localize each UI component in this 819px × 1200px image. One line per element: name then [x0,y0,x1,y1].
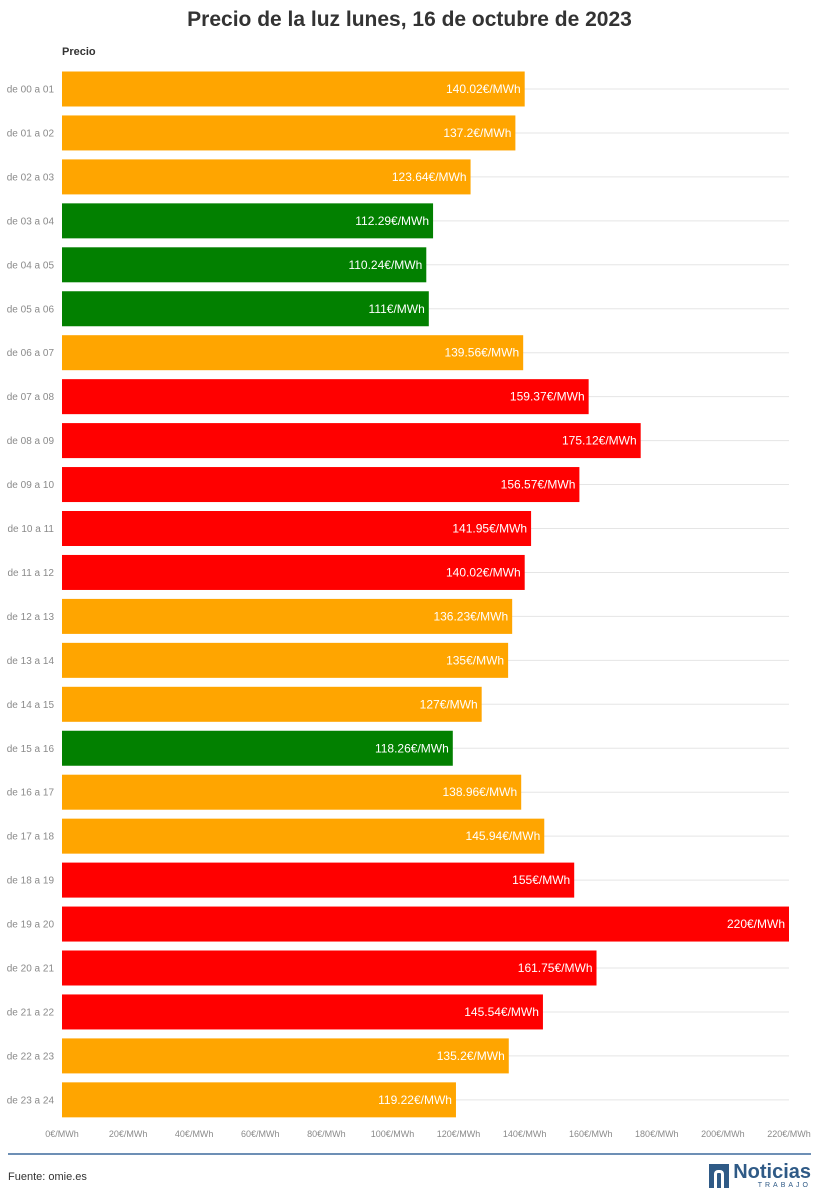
category-label: de 05 a 06 [7,304,55,315]
x-tick-label: 100€/MWh [371,1129,415,1139]
data-label: 123.64€/MWh [392,170,467,184]
logo-subtitle: TRABAJO [757,1182,811,1189]
bar [62,247,427,283]
bar [62,906,789,942]
category-label: de 10 a 11 [7,524,54,535]
logo-name: Noticias [733,1161,811,1183]
category-label: de 14 a 15 [7,700,55,711]
bar [62,159,471,195]
category-label: de 15 a 16 [7,744,55,755]
data-label: 135€/MWh [446,653,504,667]
category-label: de 09 a 10 [7,480,55,491]
footer-divider [8,1153,811,1155]
category-label: de 12 a 13 [7,612,55,623]
source-note: Fuente: omie.es [8,1171,87,1183]
x-tick-label: 120€/MWh [437,1129,481,1139]
data-label: 175.12€/MWh [562,434,637,448]
category-label: de 18 a 19 [7,876,55,887]
category-label: de 03 a 04 [7,216,55,227]
data-label: 112.29€/MWh [355,214,429,228]
bar [62,1082,456,1118]
bar [62,730,453,766]
bar [62,511,532,546]
data-label: 145.54€/MWh [464,1005,539,1019]
category-label: de 19 a 20 [7,920,55,931]
bar [62,1038,509,1074]
x-tick-label: 200€/MWh [701,1129,745,1139]
bar [62,335,524,371]
bar [62,950,597,986]
bar [62,686,482,722]
category-label: de 00 a 01 [7,85,55,96]
category-label: de 02 a 03 [7,172,55,183]
data-label: 119.22€/MWh [378,1093,452,1107]
bar [62,71,525,107]
category-label: de 07 a 08 [7,392,55,403]
category-label: de 13 a 14 [7,656,55,667]
category-label: de 17 a 18 [7,832,55,843]
data-label: 140.02€/MWh [446,82,521,96]
data-label: 137.2€/MWh [443,126,511,140]
category-label: de 22 a 23 [7,1051,55,1062]
bar [62,598,513,634]
data-label: 127€/MWh [420,697,478,711]
series-label: Precio [62,46,96,58]
category-label: de 21 a 22 [7,1007,55,1018]
data-label: 155€/MWh [512,873,570,887]
bar [62,862,575,898]
data-label: 141.95€/MWh [452,522,527,536]
x-tick-label: 60€/MWh [241,1129,280,1139]
x-tick-label: 140€/MWh [503,1129,547,1139]
category-label: de 04 a 05 [7,260,55,271]
x-tick-label: 160€/MWh [569,1129,613,1139]
bar [62,554,525,590]
x-tick-label: 20€/MWh [109,1129,148,1139]
data-label: 138.96€/MWh [442,785,517,799]
bar [62,203,434,239]
chart-title: Precio de la luz lunes, 16 de octubre de… [187,8,632,31]
bar [62,994,543,1030]
x-tick-label: 80€/MWh [307,1129,346,1139]
category-label: de 11 a 12 [7,568,54,579]
brand-logo: Noticias TRABAJO [709,1162,811,1189]
x-tick-label: 40€/MWh [175,1129,214,1139]
data-label: 136.23€/MWh [433,609,508,623]
category-label: de 08 a 09 [7,436,55,447]
bar [62,379,589,415]
bar-chart: de 00 a 01 140.02€/MWh de 01 a 02 137.2€/MW… [7,71,811,1139]
category-label: de 06 a 07 [7,348,55,359]
category-label: de 20 a 21 [7,964,55,975]
logo-icon [709,1163,730,1188]
x-tick-label: 180€/MWh [635,1129,679,1139]
data-label: 156.57€/MWh [501,478,576,492]
category-label: de 16 a 17 [7,788,55,799]
data-label: 159.37€/MWh [510,390,585,404]
data-label: 161.75€/MWh [518,961,593,975]
bar [62,774,522,810]
x-tick-label: 0€/MWh [45,1129,79,1139]
category-label: de 01 a 02 [7,128,55,139]
data-label: 135.2€/MWh [437,1049,505,1063]
data-label: 139.56€/MWh [444,346,519,360]
data-label: 140.02€/MWh [446,565,521,579]
bar [62,818,545,854]
bar [62,115,516,151]
bar [62,642,509,678]
data-label: 220€/MWh [727,917,785,931]
data-label: 118.26€/MWh [375,741,449,755]
bar [62,291,429,327]
x-tick-label: 220€/MWh [767,1129,811,1139]
data-label: 145.94€/MWh [466,829,541,843]
data-label: 111€/MWh [369,302,425,316]
category-label: de 23 a 24 [7,1095,55,1106]
bar [62,423,641,459]
bar [62,467,580,503]
data-label: 110.24€/MWh [348,258,422,272]
